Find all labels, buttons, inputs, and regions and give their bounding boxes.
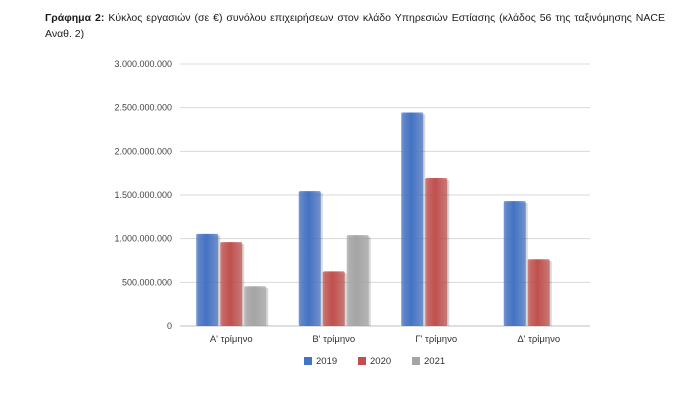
y-tick-label: 500.000.000 <box>122 277 172 287</box>
bar <box>196 233 219 326</box>
x-category-label: Γ' τρίμηνο <box>415 334 457 345</box>
bar <box>425 177 448 326</box>
x-category-label: Α' τρίμηνο <box>210 334 253 345</box>
bar <box>220 242 243 326</box>
chart-caption: Γράφημα 2: Κύκλος εργασιών (σε €) συνόλο… <box>45 10 665 42</box>
legend-label: 2020 <box>370 356 391 367</box>
y-tick-label: 2.000.000.000 <box>114 146 172 156</box>
y-tick-label: 1.000.000.000 <box>114 234 172 244</box>
caption-text: Κύκλος εργασιών (σε €) συνόλου επιχειρήσ… <box>45 12 665 40</box>
bar <box>503 201 526 326</box>
y-tick-label: 1.500.000.000 <box>114 190 172 200</box>
y-tick-label: 3.000.000.000 <box>114 59 172 69</box>
legend-swatch <box>304 357 312 365</box>
bar <box>527 259 550 326</box>
legend-label: 2021 <box>424 356 445 367</box>
bar <box>322 271 345 326</box>
caption-label: Γράφημα 2: <box>45 12 105 24</box>
y-tick-label: 0 <box>167 321 172 331</box>
y-tick-label: 2.500.000.000 <box>114 103 172 113</box>
legend-label: 2019 <box>316 356 337 367</box>
bar <box>401 112 424 326</box>
bar <box>346 235 369 326</box>
legend-swatch <box>358 357 366 365</box>
x-category-label: Δ' τρίμηνο <box>517 334 560 345</box>
bar <box>244 286 267 326</box>
legend-swatch <box>412 357 420 365</box>
bar <box>298 191 321 326</box>
x-category-label: Β' τρίμηνο <box>312 334 355 345</box>
